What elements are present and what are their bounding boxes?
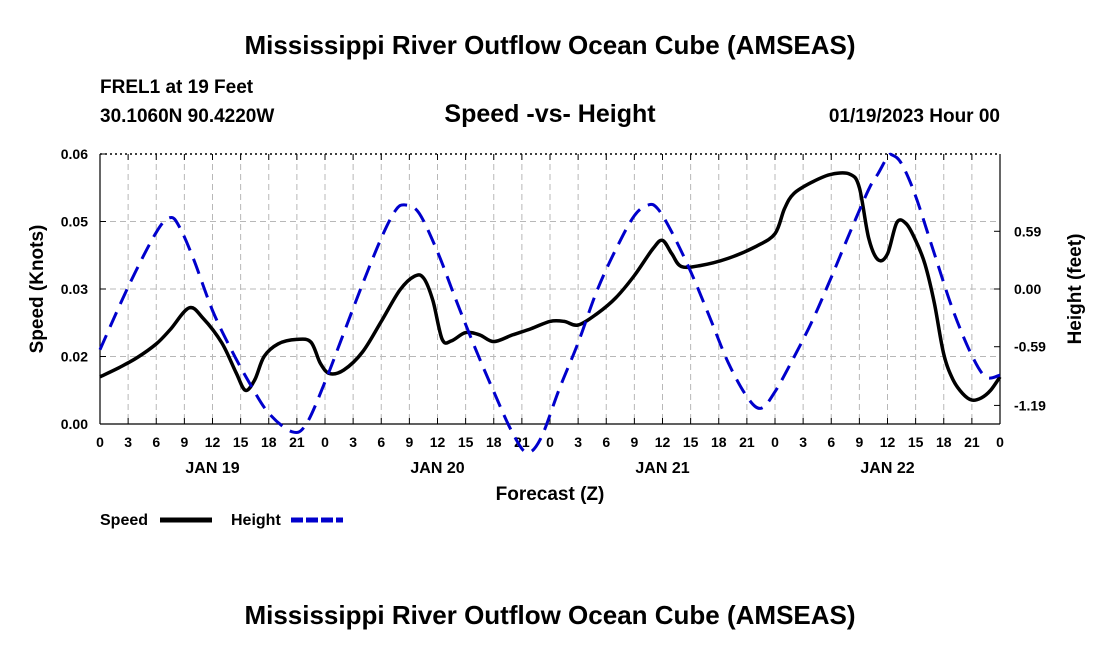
date-label: JAN 21 [635, 460, 689, 477]
y-left-tick-label: 0.03 [61, 281, 88, 297]
x-tick-label: 12 [205, 434, 221, 450]
x-tick-label: 6 [152, 434, 160, 450]
legend-label-speed: Speed [100, 512, 148, 529]
y-left-tick-label: 0.02 [61, 349, 88, 365]
x-tick-label: 15 [908, 434, 924, 450]
x-axis-title: Forecast (Z) [496, 484, 605, 505]
x-tick-label: 21 [289, 434, 305, 450]
x-tick-label: 0 [996, 434, 1004, 450]
x-tick-label: 0 [96, 434, 104, 450]
x-tick-label: 18 [486, 434, 502, 450]
x-tick-label: 6 [602, 434, 610, 450]
chart-main-title: Mississippi River Outflow Ocean Cube (AM… [244, 30, 856, 60]
date-label: JAN 20 [410, 460, 464, 477]
x-tick-label: 9 [630, 434, 638, 450]
x-tick-label: 18 [711, 434, 727, 450]
x-tick-label: 15 [233, 434, 249, 450]
y-left-axis-title: Speed (Knots) [27, 225, 48, 354]
x-tick-label: 21 [514, 434, 530, 450]
x-tick-label: 3 [124, 434, 132, 450]
footer-title: Mississippi River Outflow Ocean Cube (AM… [244, 600, 856, 630]
x-tick-label: 12 [430, 434, 446, 450]
x-tick-label: 9 [180, 434, 188, 450]
coordinates-label: 30.1060N 90.4220W [100, 106, 275, 127]
height-series-line [98, 152, 1001, 455]
x-tick-label: 9 [855, 434, 863, 450]
y-right-tick-label: 0.59 [1014, 223, 1041, 239]
x-tick-label: 12 [880, 434, 896, 450]
speed-series-line [99, 171, 1002, 403]
chart-subtitle: Speed -vs- Height [444, 100, 656, 128]
x-tick-label: 6 [377, 434, 385, 450]
date-label: JAN 19 [185, 460, 239, 477]
y-left-tick-label: 0.06 [61, 146, 88, 162]
x-tick-label: 12 [655, 434, 671, 450]
run-time-label: 01/19/2023 Hour 00 [828, 106, 1000, 127]
station-label: FREL1 at 19 Feet [100, 77, 254, 98]
y-right-tick-label: -1.19 [1014, 397, 1046, 413]
x-tick-label: 21 [964, 434, 980, 450]
y-right-tick-label: 0.00 [1014, 281, 1041, 297]
x-tick-label: 21 [739, 434, 755, 450]
x-tick-label: 18 [261, 434, 277, 450]
x-tick-label: 3 [799, 434, 807, 450]
x-tick-label: 3 [349, 434, 357, 450]
x-tick-label: 18 [936, 434, 952, 450]
y-left-tick-label: 0.00 [61, 416, 88, 432]
x-tick-label: 15 [458, 434, 474, 450]
x-tick-label: 15 [683, 434, 699, 450]
x-tick-label: 0 [546, 434, 554, 450]
x-tick-label: 3 [574, 434, 582, 450]
x-tick-label: 6 [827, 434, 835, 450]
y-left-tick-label: 0.05 [61, 214, 88, 230]
date-label: JAN 22 [860, 460, 914, 477]
x-tick-label: 0 [771, 434, 779, 450]
x-tick-label: 9 [405, 434, 413, 450]
legend-label-height: Height [231, 512, 281, 529]
x-tick-label: 0 [321, 434, 329, 450]
y-right-tick-label: -0.59 [1014, 339, 1046, 355]
y-right-axis-title: Height (feet) [1065, 234, 1086, 345]
